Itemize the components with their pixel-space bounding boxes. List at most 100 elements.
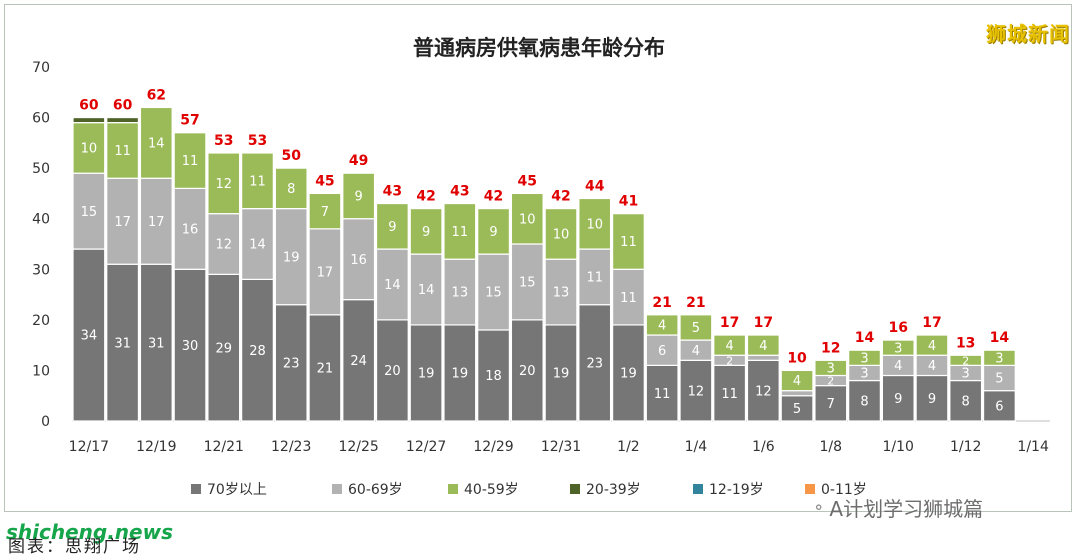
x-tick-label: 1/6 xyxy=(752,439,775,455)
segment-value-label: 17 xyxy=(148,215,165,230)
bar-segment xyxy=(982,349,1016,366)
segment-value-label: 8 xyxy=(860,394,868,409)
segment-value-label: 3 xyxy=(860,367,868,382)
segment-value-label: 13 xyxy=(553,286,570,301)
bar-segment xyxy=(544,208,578,260)
bar-segment xyxy=(308,314,342,422)
bar-segment xyxy=(881,374,915,422)
bar-segment xyxy=(544,324,578,422)
segment-value-label: 9 xyxy=(894,392,902,407)
x-tick-label: 12/29 xyxy=(473,439,513,455)
segment-value-label: 4 xyxy=(759,339,767,354)
bar-segment xyxy=(308,228,342,316)
total-label: 42 xyxy=(551,189,570,205)
segment-value-label: 4 xyxy=(692,344,700,359)
watermark: ⚬ A计划学习狮城篇 xyxy=(812,493,983,522)
segment-value-label: 31 xyxy=(148,336,165,351)
bar-segment xyxy=(72,172,106,250)
chart-frame: 普通病房供氧病患年龄分布 0 10 20 30 40 50 60 70 34 15 10 60 12/17… xyxy=(4,4,1072,512)
segment-value-label: 11 xyxy=(586,271,603,286)
bar-segment xyxy=(139,177,173,265)
x-tick-label: 12/19 xyxy=(136,439,176,455)
bar-segment xyxy=(207,152,241,215)
x-tick-label: 1/8 xyxy=(820,439,843,455)
bar-segment xyxy=(342,172,376,220)
site-url: shicheng.news xyxy=(6,520,173,544)
segment-value-label: 10 xyxy=(519,212,536,227)
bar-segment xyxy=(848,349,881,366)
total-label: 42 xyxy=(484,189,503,205)
bar-segment xyxy=(241,208,274,281)
segment-value-label: 19 xyxy=(418,367,435,382)
legend-swatch xyxy=(191,484,201,494)
segment-value-label: 23 xyxy=(586,357,603,372)
segment-value-label: 9 xyxy=(928,392,936,407)
x-tick-label: 12/23 xyxy=(271,439,311,455)
segment-value-label: 9 xyxy=(422,225,430,240)
segment-value-label: 3 xyxy=(995,351,1003,366)
segment-value-label: 2 xyxy=(962,354,969,367)
total-label: 14 xyxy=(855,330,875,346)
segment-value-label: 4 xyxy=(894,359,902,374)
segment-value-label: 8 xyxy=(287,182,295,197)
bar-segment xyxy=(207,273,241,422)
segment-value-label: 11 xyxy=(721,387,738,402)
bar-segment xyxy=(780,369,814,392)
bar-segment xyxy=(443,258,477,326)
segment-value-label: 3 xyxy=(962,367,970,382)
segment-value-label: 19 xyxy=(283,250,300,265)
bar-segment xyxy=(241,278,274,422)
total-label: 17 xyxy=(922,315,941,331)
legend-swatch xyxy=(332,484,342,494)
legend-label: 40-59岁 xyxy=(464,482,519,498)
segment-value-label: 10 xyxy=(553,228,570,243)
total-label: 21 xyxy=(652,295,671,311)
segment-value-label: 16 xyxy=(350,253,367,268)
legend-label: 0-11岁 xyxy=(821,482,867,498)
segment-value-label: 14 xyxy=(384,278,401,293)
segment-value-label: 3 xyxy=(860,351,868,366)
segment-value-label: 4 xyxy=(928,359,936,374)
segment-value-label: 28 xyxy=(249,344,266,359)
legend-label: 70岁以上 xyxy=(207,482,267,498)
segment-value-label: 24 xyxy=(350,354,367,369)
segment-value-label: 7 xyxy=(827,397,835,412)
bar-segment xyxy=(375,248,409,321)
segment-value-label: 11 xyxy=(249,174,266,189)
x-tick-label: 12/31 xyxy=(541,439,581,455)
total-label: 43 xyxy=(383,184,402,200)
total-label: 17 xyxy=(720,315,739,331)
bar-segment xyxy=(173,132,207,189)
bar-segment xyxy=(106,116,140,124)
bar-segment xyxy=(645,334,679,366)
bar-segment xyxy=(375,319,409,422)
legend-label: 20-39岁 xyxy=(586,482,641,498)
segment-value-label: 10 xyxy=(81,142,98,157)
bar-segment xyxy=(342,218,376,301)
bar-segment xyxy=(611,324,645,422)
total-label: 62 xyxy=(147,87,166,103)
segment-value-label: 4 xyxy=(725,339,733,354)
bar-segment xyxy=(611,213,645,270)
total-label: 60 xyxy=(113,98,133,114)
segment-value-label: 15 xyxy=(81,205,98,220)
bar-segment xyxy=(375,202,409,250)
bar-segment xyxy=(949,354,983,366)
total-label: 49 xyxy=(349,153,368,169)
segment-value-label: 3 xyxy=(827,362,835,377)
segment-value-label: 21 xyxy=(317,362,334,377)
segment-value-label: 16 xyxy=(182,223,199,238)
bar-segment xyxy=(443,202,477,260)
segment-value-label: 12 xyxy=(688,384,705,399)
total-label: 45 xyxy=(315,173,334,189)
bar-segment xyxy=(409,253,443,326)
segment-value-label: 20 xyxy=(519,364,536,379)
x-tick-label: 12/21 xyxy=(204,439,244,455)
bar-segment xyxy=(814,359,848,377)
segment-value-label: 19 xyxy=(553,367,570,382)
total-label: 60 xyxy=(79,98,99,114)
x-tick-label: 1/4 xyxy=(685,439,708,455)
bar-segment xyxy=(510,319,544,422)
bar-segment xyxy=(274,208,308,306)
segment-value-label: 11 xyxy=(620,235,637,250)
